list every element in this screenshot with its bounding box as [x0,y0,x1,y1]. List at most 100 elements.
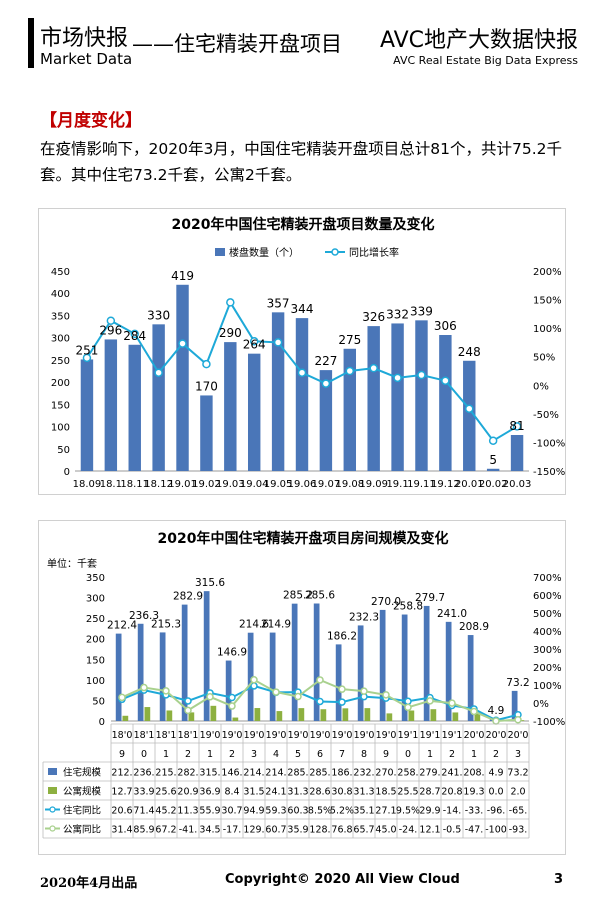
bar [486,468,500,471]
y-left-tick-label: 50 [92,696,105,707]
bar-residential [401,614,408,721]
table-cell: 20.9 [177,787,198,798]
y-left-tick-label: 0 [64,467,70,478]
y-left-tick-label: 250 [51,356,70,367]
x-tick-label: 5 [295,749,301,760]
table-cell: 30.8 [331,787,352,798]
bar-value-label: 326 [362,310,385,324]
bar [510,435,524,471]
x-tick-label: 1 [471,749,477,760]
table-cell: 0.0 [488,787,503,798]
y-right-tick-label: 700% [533,573,562,584]
x-tick-label: 9 [383,749,389,760]
line-apartment-yoy-point [470,707,478,716]
line-apartment-yoy-point [360,687,368,695]
table-cell: 9.5% [396,806,420,817]
table-cell: 12.1 [419,825,440,836]
bar-value-label: 73.2 [506,677,529,689]
x-tick-label: 18.09 [73,479,102,490]
x-tick-label: 0 [405,749,411,760]
x-tick-label: 2 [449,749,455,760]
x-tick-label: 19.05 [264,479,293,490]
header-subtitle: ——住宅精装开盘项目 [132,32,342,56]
growth-point [130,329,139,339]
x-tick-label: 2 [229,749,235,760]
x-tick-label: 3 [515,749,521,760]
table-cell: 60.7 [265,825,286,836]
growth-point [393,373,402,383]
line-apartment-yoy-point [426,697,434,705]
bar-value-label: 214.9 [261,619,291,631]
x-tick-label: 2 [185,749,191,760]
table-cell: 18.5 [375,787,396,798]
growth-point [178,339,187,348]
y-left-tick-label: 200 [51,378,70,389]
chart-title: 2020年中国住宅精装开盘项目房间规模及变化 [158,530,449,547]
table-cell: 20.8 [441,787,462,798]
bar [343,348,357,471]
y-right-tick-label: 600% [533,591,562,602]
y-left-tick-label: 300 [51,334,70,345]
x-tick-label: 19'0 [200,730,221,741]
table-cell: 60.3 [287,806,308,817]
table-cell: 285. [287,768,308,779]
line-apartment-yoy-point [118,693,126,702]
line-residential-yoy-point [404,697,412,706]
line-apartment-yoy-point [272,688,280,696]
bar-value-label: 227 [314,354,337,368]
y-right-tick-label: 0% [533,699,549,710]
table-cell: -17. [223,825,242,836]
line-residential-yoy-point [228,693,236,702]
bar-value-label: 81 [509,419,524,433]
bar [415,320,428,471]
x-tick-label: 19.08 [335,479,364,490]
bar-value-label: 170 [195,379,218,393]
x-tick-label: 0 [141,749,147,760]
x-tick-label: 3 [251,749,257,760]
x-tick-label: 4 [273,749,279,760]
x-tick-label: 18.1 [100,479,122,490]
y-right-tick-label: 500% [533,609,562,620]
x-tick-label: 19.02 [192,479,221,490]
unit-label: 单位：千套 [47,557,97,570]
line-apartment-yoy-point [514,715,522,724]
bar-value-label: 285.6 [305,589,335,601]
growth-point [297,368,307,377]
table-cell: 31.5 [243,787,264,798]
table-cell: 45.2 [155,806,176,817]
bar-value-label: 357 [267,296,290,310]
bar-value-label: 275 [338,333,361,347]
table-cell: 76.8 [331,825,352,836]
bar [247,353,261,471]
bar-apartment [144,707,151,721]
bar-apartment [232,717,239,721]
table-cell: 31.3 [353,787,374,798]
x-tick-label: 18'1 [156,730,177,741]
table-cell: 45.0 [375,825,396,836]
table-cell: 5.2% [330,806,354,817]
x-tick-label: 7 [339,749,345,760]
table-cell: 31.4 [111,825,132,836]
table-cell: -0.5 [443,825,462,836]
y-left-tick-label: 300 [86,594,105,605]
y-right-tick-label: 50% [533,353,555,364]
table-cell: -47. [465,825,484,836]
y-right-tick-label: 100% [533,324,562,335]
y-left-tick-label: 100 [86,676,105,687]
table-cell: 214. [243,768,264,779]
bar-apartment [342,708,349,721]
x-tick-label: 19.1 [386,479,408,490]
bar [367,326,380,471]
x-tick-label: 20.01 [455,479,484,490]
line-residential-yoy-point [316,697,324,706]
bar [104,339,118,471]
bar-value-label: 186.2 [327,630,357,642]
x-tick-label: 19.06 [288,479,317,490]
x-tick-label: 19.01 [168,479,197,490]
x-tick-label: 19'1 [398,730,419,741]
legend-label-bar: 楼盘数量（个） [229,246,299,259]
growth-point [202,359,211,369]
bar-value-label: 232.3 [349,611,379,623]
x-tick-label: 8 [361,749,367,760]
table-cell: 315. [199,768,220,779]
